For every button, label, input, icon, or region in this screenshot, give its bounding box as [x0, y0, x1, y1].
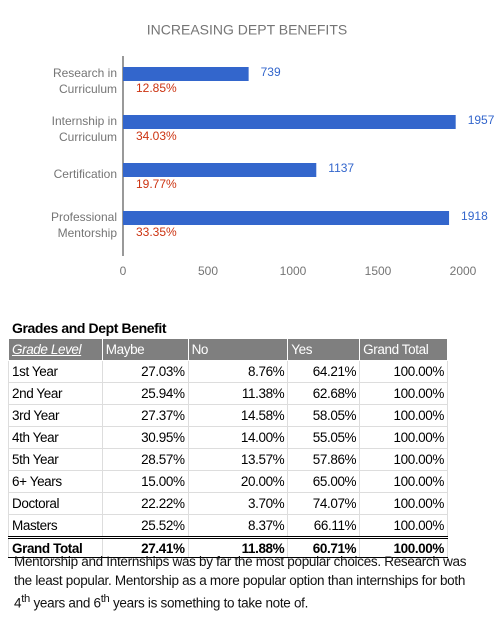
cell: 100.00%: [359, 492, 448, 515]
row: 3rd Year 27.37% 14.58% 58.05% 100.00%: [8, 404, 448, 427]
cell: 100.00%: [359, 360, 448, 383]
header-cell: Yes: [287, 338, 361, 361]
y-tick-label: Curriculum: [59, 130, 117, 144]
cell: 20.00%: [187, 470, 289, 493]
cell: 60.71%: [287, 536, 361, 558]
pct-label: 34.03%: [136, 129, 177, 143]
y-tick-label: Professional: [51, 210, 117, 224]
cell: 27.03%: [101, 360, 189, 383]
cell: 6+ Years: [8, 470, 103, 493]
pct-label: 12.85%: [136, 81, 177, 95]
pct-label: 33.35%: [136, 225, 177, 239]
chart: INCREASING DEPT BENEFITS 0 500 1000 1500 200…: [51, 22, 495, 278]
cell: 74.07%: [287, 492, 361, 515]
cell: 58.05%: [287, 404, 361, 427]
cell: 3.70%: [187, 492, 289, 515]
value-label: 1137: [328, 161, 354, 175]
y-tick-label: Curriculum: [59, 82, 117, 96]
header-cell: Maybe: [101, 338, 189, 361]
cell: 100.00%: [359, 536, 448, 558]
cell: 30.95%: [101, 426, 189, 449]
pct-label: 19.77%: [136, 177, 177, 191]
row: 4th Year 30.95% 14.00% 55.05% 100.00%: [8, 426, 448, 449]
cell: 25.52%: [101, 514, 189, 538]
note-text: Mentorship and Internships was by far th…: [14, 554, 467, 611]
note-text: years is something to take note of.: [109, 595, 309, 611]
cell: Grand Total: [8, 536, 103, 558]
cell: 4th Year: [8, 426, 103, 449]
cell: 13.57%: [187, 448, 289, 471]
cell: 100.00%: [359, 404, 448, 427]
y-tick-label: Research in: [53, 66, 117, 80]
note-text: years and 6: [30, 595, 101, 611]
value-label: 1957: [468, 113, 495, 127]
y-tick-label: Mentorship: [58, 226, 118, 240]
cell: 100.00%: [359, 382, 448, 405]
header-cell: Grade Level: [8, 338, 103, 361]
cell: 22.22%: [101, 492, 189, 515]
row: 2nd Year 25.94% 11.38% 62.68% 100.00%: [8, 382, 448, 405]
note-text: th: [100, 593, 110, 605]
header-cell: Grand Total: [359, 338, 448, 361]
chart-title: INCREASING DEPT BENEFITS: [147, 22, 347, 38]
x-tick-label: 0: [120, 264, 127, 278]
cell: 57.86%: [287, 448, 361, 471]
total-row: Grand Total 27.41% 11.88% 60.71% 100.00%: [8, 536, 448, 558]
value-label: 1918: [461, 209, 488, 223]
note-text: th: [21, 593, 31, 605]
cell: 100.00%: [359, 448, 448, 471]
y-tick-label: Internship in: [52, 114, 117, 128]
x-tick-label: 1000: [280, 264, 307, 278]
cell: 11.88%: [187, 536, 289, 558]
cell: 14.58%: [187, 404, 289, 427]
cell: 2nd Year: [8, 382, 103, 405]
cell: 66.11%: [287, 514, 361, 538]
cell: Masters: [8, 514, 103, 538]
cell: 100.00%: [359, 426, 448, 449]
row: Doctoral 22.22% 3.70% 74.07% 100.00%: [8, 492, 448, 515]
bar: [123, 163, 317, 177]
row: Masters 25.52% 8.37% 66.11% 100.00%: [8, 514, 448, 538]
table-block: Grades and Dept Benefit Grade Level Maybe…: [8, 318, 448, 558]
cell: 28.57%: [101, 448, 189, 471]
bar: [123, 115, 456, 129]
cell: 25.94%: [101, 382, 189, 405]
cell: 100.00%: [359, 470, 448, 493]
table-title: Grades and Dept Benefit: [12, 320, 167, 336]
y-tick-label: Certification: [54, 167, 117, 181]
cell: 3rd Year: [8, 404, 103, 427]
cell: 55.05%: [287, 426, 361, 449]
cell: 1st Year: [8, 360, 103, 383]
bar: [123, 67, 249, 81]
cell: 62.68%: [287, 382, 361, 405]
cell: 100.00%: [359, 514, 448, 538]
row: 5th Year 28.57% 13.57% 57.86% 100.00%: [8, 448, 448, 471]
cell: Doctoral: [8, 492, 103, 515]
table: Grade Level Maybe No Yes Grand Total 1st Year…: [8, 338, 448, 558]
cell: 8.76%: [187, 360, 289, 383]
bar: [123, 211, 450, 225]
row: 1st Year 27.03% 8.76% 64.21% 100.00%: [8, 360, 448, 383]
cell: 27.37%: [101, 404, 189, 427]
note: Mentorship and Internships was by far th…: [14, 552, 484, 613]
value-label: 739: [261, 65, 281, 79]
cell: 5th Year: [8, 448, 103, 471]
cell: 27.41%: [101, 536, 189, 558]
x-tick-label: 1500: [365, 264, 392, 278]
row: 6+ Years 15.00% 20.00% 65.00% 100.00%: [8, 470, 448, 493]
header-cell: No: [187, 338, 289, 361]
x-tick-label: 500: [198, 264, 218, 278]
cell: 15.00%: [101, 470, 189, 493]
cell: 64.21%: [287, 360, 361, 383]
cell: 65.00%: [287, 470, 361, 493]
cell: 11.38%: [187, 382, 289, 405]
cell: 14.00%: [187, 426, 289, 449]
cell: 8.37%: [187, 514, 289, 538]
x-tick-label: 2000: [450, 264, 477, 278]
